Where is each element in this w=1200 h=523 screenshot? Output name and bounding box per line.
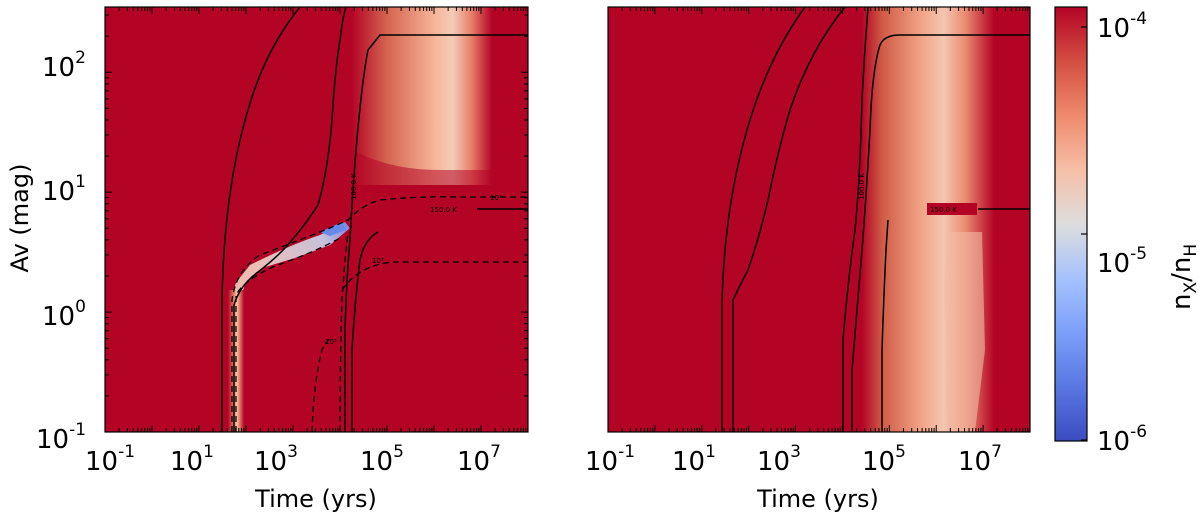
temperature-contour: [881, 219, 889, 432]
y-tick-label: 102: [42, 48, 86, 83]
x-tick-label: 105: [862, 442, 906, 477]
x-tick-labels: 10-1 101 103 105 107: [85, 442, 501, 477]
colorbar-tick-label: 10-6: [1097, 422, 1147, 457]
contour-label-150K: 150.0 K: [430, 206, 457, 214]
right-panel: 100.0 K 150.0 K 10-1 101 103 105 107 Tim…: [585, 6, 1031, 513]
y-tick-label: 10-1: [36, 420, 86, 455]
temperature-contour: [233, 7, 347, 432]
density-contour: [311, 337, 333, 432]
colorbar-frame: [1054, 6, 1088, 442]
temperature-contour: [842, 7, 869, 432]
axis-ticks: [607, 7, 1031, 432]
depletion-column-lower-step: [944, 232, 985, 432]
x-tick-labels: 10-1 101 103 105 107: [585, 442, 1002, 477]
y-tick-label: 100: [42, 297, 86, 332]
y-tick-label: 101: [42, 172, 86, 207]
colorbar-ticks: [1081, 26, 1087, 441]
depletion-column-lower-edge: [352, 150, 492, 185]
density-contour: [231, 196, 528, 432]
x-axis-title: Time (yrs): [254, 485, 377, 513]
density-contour: [235, 237, 341, 432]
contour-labels: 100.0 K 150.0 K 10² 10³ 10⁵: [325, 173, 502, 346]
contour-label-1e5: 10⁵: [325, 338, 337, 346]
x-tick-label: 105: [360, 442, 404, 477]
depletion-blue-spot: [320, 222, 346, 236]
colorbar-tick-label: 10-5: [1097, 244, 1147, 279]
x-tick-label: 101: [170, 442, 214, 477]
contour-label-100K: 100.0 K: [858, 173, 866, 200]
temperature-contour: [851, 34, 1030, 432]
x-tick-label: 10-1: [85, 442, 135, 477]
temperature-contour: [221, 7, 301, 432]
contour-label-100K: 100.0 K: [350, 173, 358, 200]
left-panel: 100.0 K 150.0 K 10² 10³ 10⁵ 102 101 100 …: [6, 6, 529, 513]
x-tick-label: 107: [958, 442, 1002, 477]
x-tick-label: 107: [457, 442, 501, 477]
contour-label-150K: 150.0 K: [930, 206, 957, 214]
temperature-contour: [344, 34, 528, 432]
temperature-contour: [351, 231, 379, 432]
contour-label-1e2: 10²: [490, 194, 502, 202]
temperature-contour: [721, 7, 806, 432]
x-tick-label: 10-1: [585, 442, 635, 477]
x-tick-label: 103: [254, 442, 298, 477]
plot-frame: [104, 6, 529, 433]
colorbar: 10-4 10-5 10-6 nX/nH: [1054, 6, 1200, 457]
x-tick-label: 103: [757, 442, 801, 477]
y-tick-labels: 102 101 100 10-1: [36, 48, 86, 455]
density-contours: [231, 196, 528, 432]
colorbar-title: nX/nH: [1167, 244, 1200, 310]
x-axis-title: Time (yrs): [756, 485, 879, 513]
temperature-contour: [732, 7, 846, 432]
contour-label-1e3: 10³: [372, 257, 384, 265]
colorbar-tick-label: 10-4: [1097, 9, 1147, 44]
temperature-contours: [721, 7, 1030, 432]
y-axis-title: Av (mag): [6, 164, 34, 273]
x-tick-label: 101: [672, 442, 716, 477]
temperature-contours: [221, 7, 528, 432]
density-contour: [339, 231, 349, 432]
depletion-column: [352, 7, 492, 185]
colorbar-gradient: [1055, 7, 1087, 441]
plot-frame: [607, 6, 1031, 433]
density-contour: [341, 261, 528, 291]
axis-ticks: [104, 7, 529, 433]
contour-labels: 100.0 K 150.0 K: [858, 173, 977, 215]
